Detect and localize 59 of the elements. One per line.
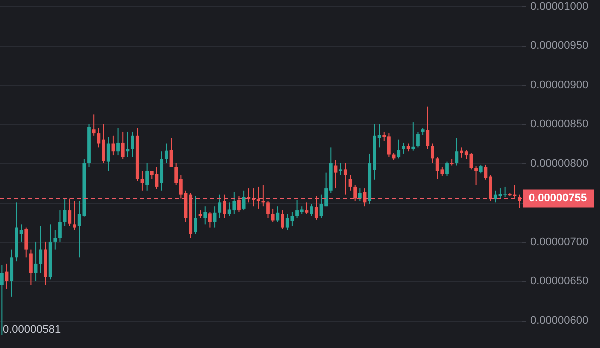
candlestick <box>242 190 246 212</box>
candlestick <box>131 131 134 158</box>
candlestick <box>354 184 358 202</box>
candlestick <box>412 122 416 152</box>
candlestick <box>30 249 33 286</box>
candlestick <box>218 194 222 219</box>
candlestick <box>63 198 67 227</box>
candlestick <box>358 188 362 202</box>
candlestick <box>416 131 420 148</box>
candlestick <box>116 128 120 156</box>
candlestick <box>238 196 241 213</box>
candlestick <box>431 143 434 164</box>
candlestick <box>266 200 270 219</box>
candlestick <box>146 162 150 192</box>
candlestick <box>54 230 58 250</box>
candlestick <box>474 166 478 186</box>
candlestick <box>164 143 168 164</box>
y-tick-label: 0.00001000 <box>530 0 589 13</box>
candlestick <box>24 227 28 258</box>
candlestick <box>208 212 212 228</box>
y-tick-label: 0.00000900 <box>530 79 589 92</box>
candlestick <box>310 204 314 217</box>
candlestick <box>281 210 284 230</box>
candlestick <box>140 170 144 192</box>
candlestick <box>204 206 208 226</box>
candlestick <box>194 196 198 235</box>
candlestick <box>223 194 226 219</box>
candlestick <box>39 226 43 274</box>
candlestick <box>344 162 348 196</box>
candlestick <box>446 161 449 176</box>
candlestick <box>68 198 72 227</box>
candlestick <box>10 249 14 298</box>
candlestick <box>121 131 125 160</box>
candlestick <box>271 208 275 223</box>
y-tick-label: 0.00000850 <box>530 118 589 131</box>
candlestick <box>314 196 318 220</box>
candlestick <box>160 151 164 192</box>
candlestick <box>92 114 96 136</box>
candlestick <box>0 265 4 336</box>
y-tick-label: 0.00000800 <box>530 158 589 170</box>
candlestick <box>276 206 280 223</box>
candlestick <box>73 200 76 231</box>
annotation: 0.00000581 <box>3 324 62 336</box>
y-tick-label: 0.00000650 <box>530 276 589 288</box>
candlestick <box>170 138 174 168</box>
candlestick <box>426 106 430 150</box>
candlestick <box>402 142 406 154</box>
candlestick <box>262 184 266 208</box>
y-tick-label: 0.00000950 <box>530 40 589 52</box>
candlestick <box>339 162 343 176</box>
candlestick <box>455 138 459 166</box>
candlestick <box>348 174 352 192</box>
candlestick <box>106 136 110 172</box>
candlestick <box>305 202 309 215</box>
y-tick-label: 0.00000700 <box>530 236 589 248</box>
y-tick-label: 0.00000600 <box>530 315 589 328</box>
ref-line-label: 0.00000755 <box>529 192 588 205</box>
candlestick <box>58 210 62 242</box>
candlestick <box>397 139 401 160</box>
